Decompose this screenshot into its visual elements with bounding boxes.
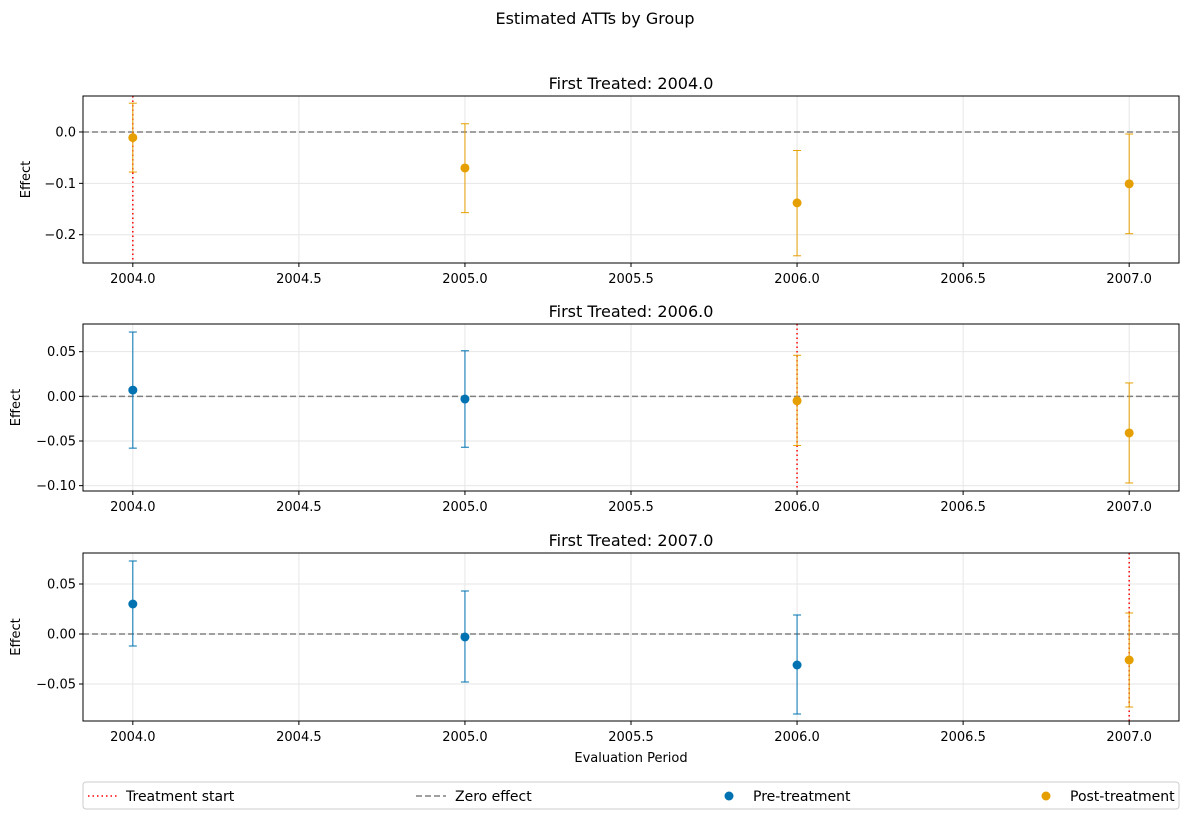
legend-item-treatment-start: Treatment start — [88, 789, 235, 805]
y-tick-label: −0.05 — [36, 678, 76, 693]
y-axis-label: Effect — [19, 161, 34, 198]
chart-title: First Treated: 2007.0 — [549, 531, 714, 550]
legend-item-pre-treatment: Pre-treatment — [724, 789, 851, 805]
x-tick-label: 2004.5 — [276, 730, 322, 745]
x-tick-label: 2004.0 — [110, 730, 156, 745]
y-tick-label: 0.00 — [47, 390, 76, 405]
x-tick-label: 2006.0 — [774, 500, 820, 515]
x-tick-label: 2005.0 — [442, 500, 488, 515]
pre-treatment-point — [128, 385, 138, 395]
x-tick-label: 2004.5 — [276, 500, 322, 515]
plot-area — [83, 324, 1179, 491]
y-tick-label: 0.05 — [47, 578, 76, 593]
x-tick-label: 2004.5 — [276, 272, 322, 287]
y-tick-label: −0.1 — [44, 177, 76, 192]
legend-pre-treatment-marker — [724, 791, 734, 801]
x-tick-label: 2005.0 — [442, 730, 488, 745]
x-tick-label: 2007.0 — [1106, 730, 1152, 745]
legend-item-post-treatment: Post-treatment — [1041, 789, 1175, 805]
post-treatment-point — [128, 133, 138, 143]
x-tick-label: 2006.5 — [940, 272, 986, 287]
x-tick-label: 2004.0 — [110, 500, 156, 515]
y-tick-label: −0.2 — [44, 228, 76, 243]
pre-treatment-point — [128, 599, 138, 609]
legend-post-treatment-marker — [1041, 791, 1051, 801]
post-treatment-point — [460, 163, 470, 173]
y-axis-label: Effect — [9, 618, 24, 655]
x-tick-label: 2007.0 — [1106, 500, 1152, 515]
legend-frame — [82, 781, 1180, 810]
x-tick-label: 2006.0 — [774, 730, 820, 745]
post-treatment-point — [1124, 179, 1134, 189]
y-tick-label: 0.05 — [47, 345, 76, 360]
post-treatment-point — [1124, 428, 1134, 438]
plot-area — [83, 553, 1179, 721]
post-treatment-point — [1124, 655, 1134, 665]
pre-treatment-point — [792, 660, 802, 670]
y-axis-label: Effect — [9, 389, 24, 426]
x-tick-label: 2005.5 — [608, 272, 654, 287]
y-tick-label: 0.0 — [55, 125, 76, 140]
plot-area — [83, 96, 1179, 263]
x-tick-label: 2006.0 — [774, 272, 820, 287]
panel-1: First Treated: 2004.0 2004.0 2004.5 2005.0 2… — [19, 74, 1180, 287]
x-tick-label: 2005.5 — [608, 500, 654, 515]
x-tick-label: 2006.5 — [940, 500, 986, 515]
x-tick-label: 2007.0 — [1106, 272, 1152, 287]
post-treatment-point — [792, 198, 802, 208]
legend-zero-effect-label: Zero effect — [455, 789, 532, 805]
post-treatment-point — [792, 396, 802, 406]
chart-title: First Treated: 2004.0 — [549, 74, 714, 93]
pre-treatment-point — [460, 632, 470, 642]
legend-item-zero-effect: Zero effect — [416, 789, 532, 805]
legend-post-treatment-label: Post-treatment — [1070, 789, 1175, 805]
x-tick-label: 2006.5 — [940, 730, 986, 745]
pre-treatment-point — [460, 394, 470, 404]
y-tick-label: −0.10 — [36, 479, 76, 494]
legend-treatment-start-label: Treatment start — [125, 789, 235, 805]
x-tick-label: 2004.0 — [110, 272, 156, 287]
figure-suptitle: Estimated ATTs by Group — [495, 9, 694, 28]
x-tick-label: 2005.5 — [608, 730, 654, 745]
x-axis-label: Evaluation Period — [574, 751, 687, 766]
y-tick-label: 0.00 — [47, 628, 76, 643]
legend: Treatment start Zero effect Pre-treatmen… — [82, 781, 1180, 810]
panel-2: First Treated: 2006.0 2004.0 2004.5 2005.0 2… — [9, 302, 1180, 515]
chart-title: First Treated: 2006.0 — [549, 302, 714, 321]
legend-pre-treatment-label: Pre-treatment — [753, 789, 851, 805]
y-tick-label: −0.05 — [36, 434, 76, 449]
panel-3: First Treated: 2007.0 2004.0 2004.5 2005.0 2… — [9, 531, 1180, 766]
x-tick-label: 2005.0 — [442, 272, 488, 287]
